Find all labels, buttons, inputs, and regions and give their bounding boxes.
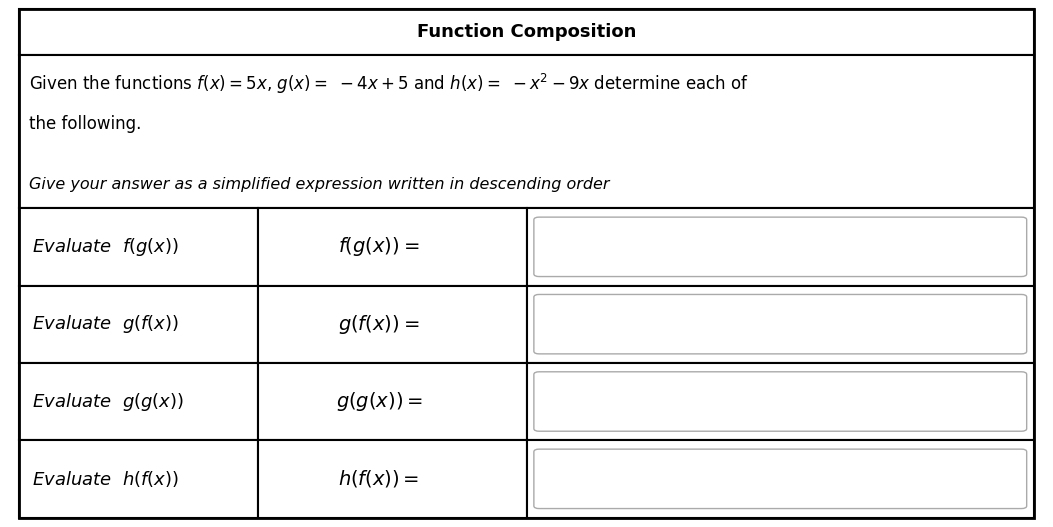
Text: Evaluate  $h(f(x))$: Evaluate $h(f(x))$ <box>32 469 179 489</box>
Text: Evaluate  $g(g(x))$: Evaluate $g(g(x))$ <box>32 391 183 413</box>
Bar <box>526 286 1034 363</box>
FancyBboxPatch shape <box>534 295 1027 354</box>
Text: $g(g(x)) = $: $g(g(x)) = $ <box>336 390 422 413</box>
Bar <box>258 363 526 440</box>
Text: $g(f(x)) = $: $g(f(x)) = $ <box>338 313 420 336</box>
Text: $h(f(x)) = $: $h(f(x)) = $ <box>338 469 420 490</box>
Text: $f(g(x)) = $: $f(g(x)) = $ <box>338 236 420 258</box>
FancyBboxPatch shape <box>534 217 1027 277</box>
Bar <box>19 9 1034 55</box>
Bar <box>19 55 1034 208</box>
Bar <box>19 286 258 363</box>
Bar <box>258 208 526 286</box>
Bar <box>526 363 1034 440</box>
Bar <box>526 440 1034 518</box>
FancyBboxPatch shape <box>534 372 1027 431</box>
Text: Given the functions $f(x) = 5x$, $g(x) = \ -4x + 5$ and $h(x) = \ -x^2 - 9x$ det: Given the functions $f(x) = 5x$, $g(x) =… <box>29 72 750 96</box>
Bar <box>526 208 1034 286</box>
Text: Function Composition: Function Composition <box>417 23 636 42</box>
Bar <box>258 286 526 363</box>
Text: Evaluate  $g(f(x))$: Evaluate $g(f(x))$ <box>32 313 179 335</box>
Bar <box>258 440 526 518</box>
Bar <box>19 440 258 518</box>
Text: Evaluate  $f(g(x))$: Evaluate $f(g(x))$ <box>32 236 179 258</box>
Text: Give your answer as a simplified expression written in descending order: Give your answer as a simplified express… <box>29 177 610 192</box>
FancyBboxPatch shape <box>534 449 1027 509</box>
Bar <box>19 208 258 286</box>
Text: the following.: the following. <box>29 115 142 133</box>
Bar <box>19 363 258 440</box>
